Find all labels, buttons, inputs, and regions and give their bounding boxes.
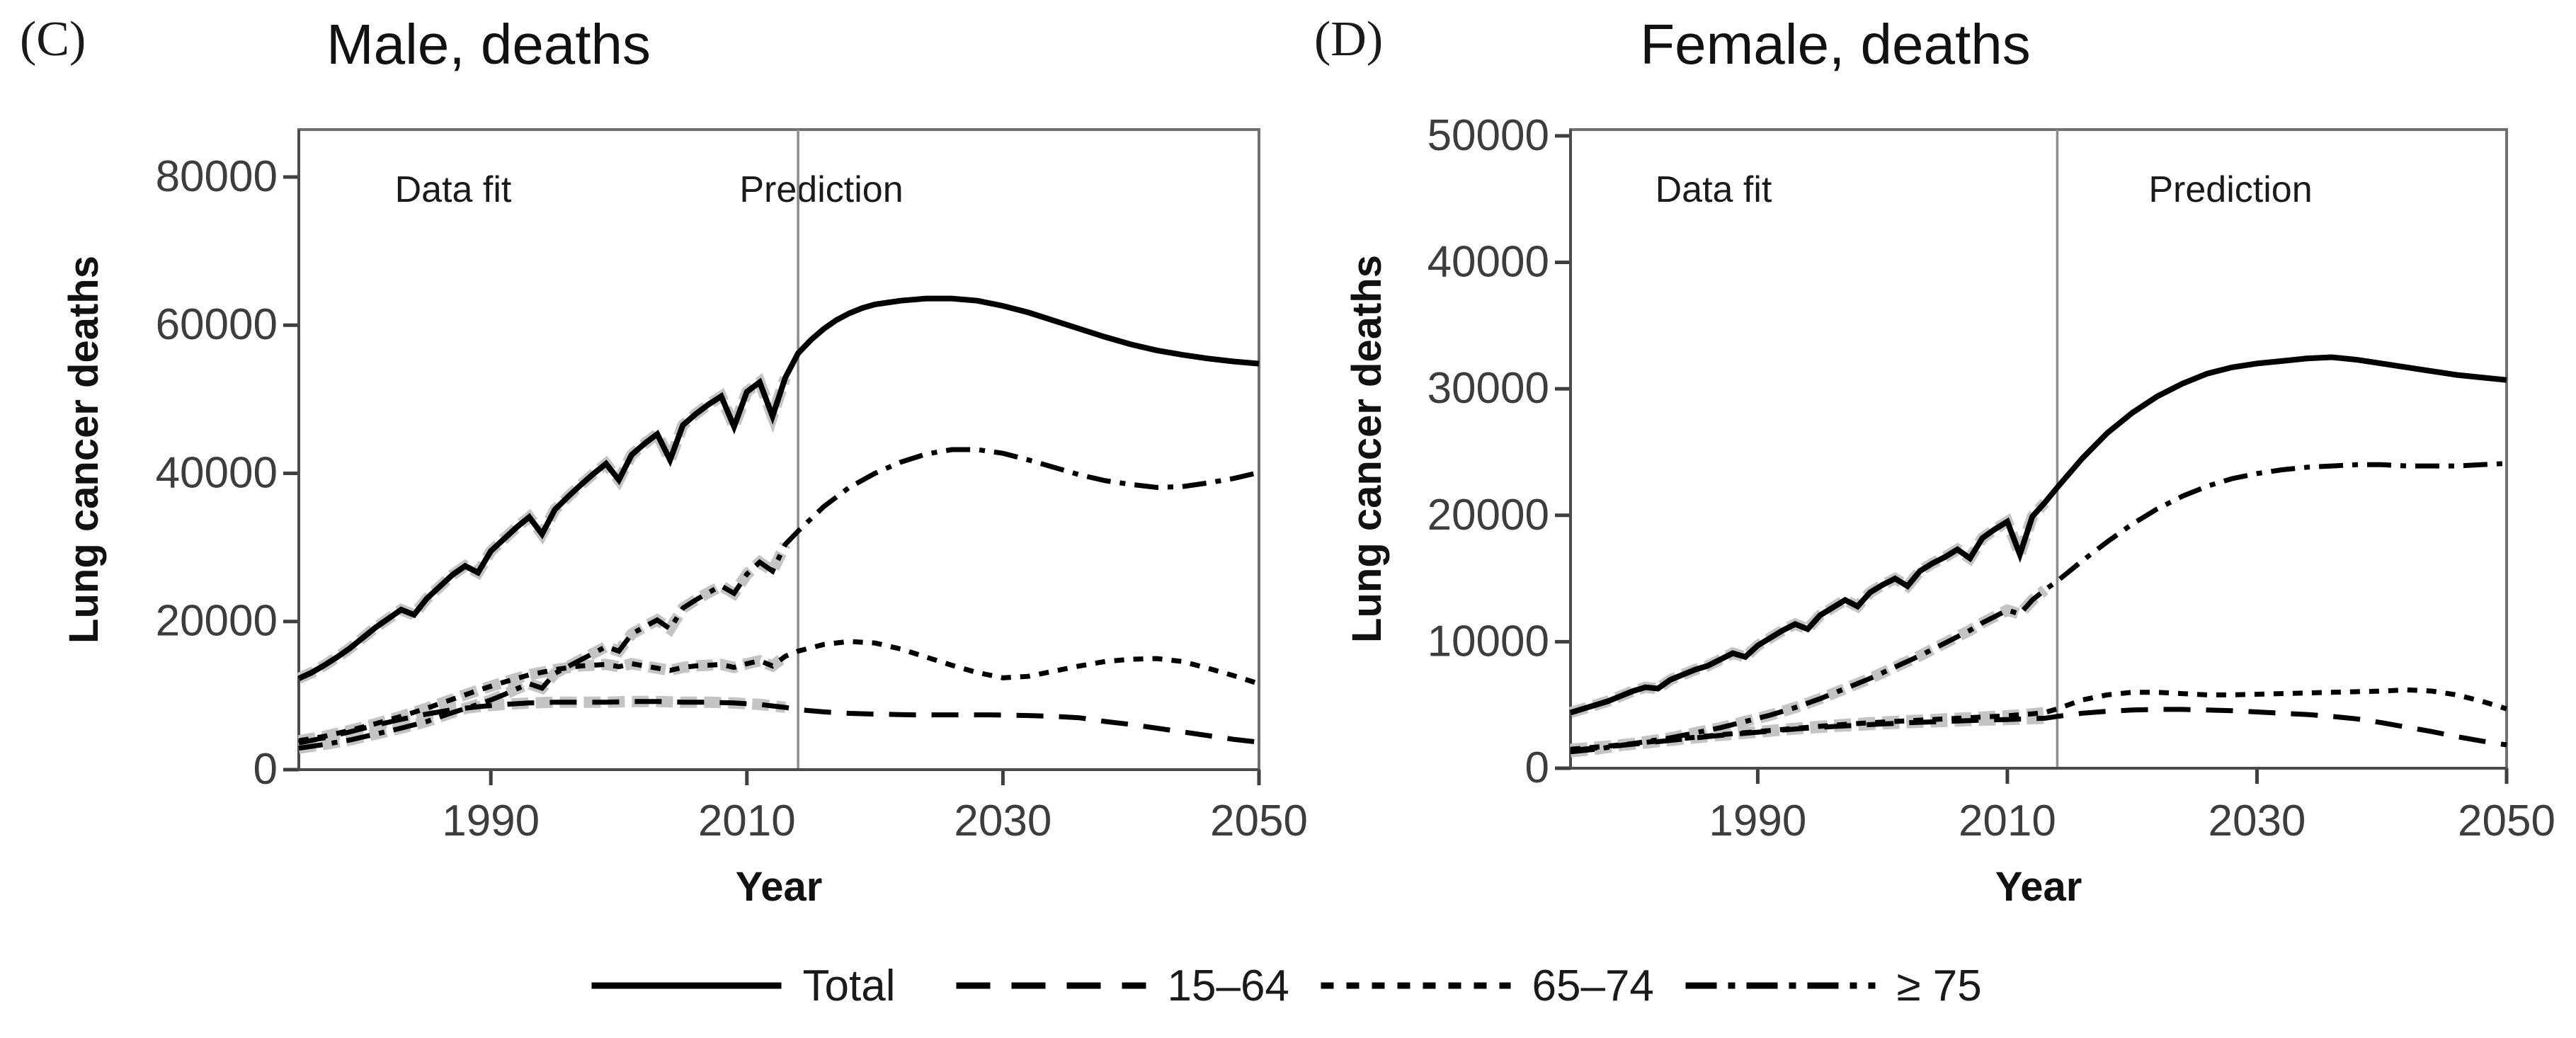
panel-c: (C) Male, deaths Lung cancer deaths Year…: [20, 12, 1308, 910]
legend-label-3: ≥ 75: [1897, 962, 1982, 1010]
panel-d-prediction-label: Prediction: [2148, 169, 2312, 210]
panel-d: (D) Female, deaths Lung cancer deaths Ye…: [1314, 12, 2555, 910]
x-tick-label: 2050: [1210, 797, 1308, 845]
legend-label-0: Total: [803, 962, 896, 1010]
x-tick-label: 2030: [2208, 797, 2306, 845]
panel-c-datafit-label: Data fit: [395, 169, 512, 210]
y-tick-label: 50000: [1427, 111, 1549, 160]
plot-frame: [1569, 128, 2508, 770]
panel-c-plot-area: 1990 2010 2030 2050 0 20000 40000 60000 80000: [156, 128, 1308, 845]
observed-data-band: [297, 542, 791, 754]
panel-c-y-axis-label: Lung cancer deaths: [61, 256, 107, 644]
y-tick-label: 0: [253, 745, 278, 794]
panel-d-plot-area: 1990 2010 2030 2050 0 10000 20000 30000 40000 500…: [1427, 111, 2555, 845]
panel-d-title: Female, deaths: [1640, 13, 2030, 76]
series-total-line: [297, 295, 1260, 681]
y-tick-label: 0: [1525, 743, 1549, 792]
series-total-line: [1569, 354, 2507, 716]
series-dashdot-line: [1570, 461, 2507, 755]
series-dashdot-line: [298, 447, 1260, 751]
observed-data-band: [1570, 712, 2046, 756]
legend-label-1: 15–64: [1168, 962, 1289, 1010]
plot-frame: [297, 128, 1260, 771]
panel-d-tag: (D): [1314, 12, 1383, 67]
legend-label-2: 65–74: [1532, 962, 1654, 1010]
x-tick-label: 1990: [442, 797, 540, 845]
series-longdash-line: [298, 699, 1260, 746]
panel-c-prediction-label: Prediction: [739, 169, 903, 210]
x-tick-label: 1990: [1709, 797, 1806, 845]
panel-c-x-axis-label: Year: [736, 864, 823, 910]
y-tick-label: 30000: [1427, 364, 1549, 413]
panel-d-x-axis-label: Year: [1995, 864, 2082, 910]
panel-c-tag: (C): [20, 12, 86, 67]
y-tick-label: 80000: [156, 152, 278, 201]
y-tick-label: 20000: [1427, 491, 1549, 540]
series-shortdash-line: [1570, 687, 2508, 752]
x-tick-label: 2010: [698, 797, 796, 845]
y-tick-label: 60000: [156, 300, 278, 349]
panel-d-y-axis-label: Lung cancer deaths: [1344, 255, 1390, 643]
series-shortdash-line: [298, 639, 1260, 743]
y-tick-label: 10000: [1427, 617, 1549, 666]
x-tick-label: 2050: [2458, 797, 2555, 845]
observed-data-band: [1568, 498, 2049, 719]
panel-d-datafit-label: Data fit: [1655, 169, 1772, 210]
y-tick-label: 20000: [156, 597, 278, 646]
x-tick-label: 2010: [1959, 797, 2056, 845]
y-tick-label: 40000: [1427, 238, 1549, 287]
y-tick-label: 40000: [156, 448, 278, 497]
legend: Total 15–64 65–74 ≥ 75: [591, 962, 1982, 1010]
panel-c-title: Male, deaths: [326, 13, 651, 76]
x-tick-label: 2030: [954, 797, 1052, 845]
